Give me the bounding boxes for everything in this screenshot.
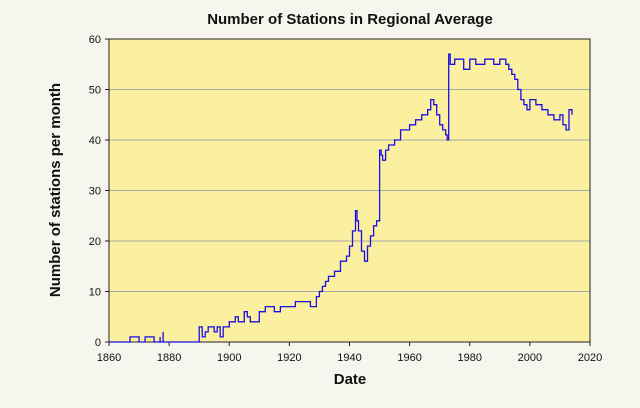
y-tick-label: 60 <box>89 34 101 46</box>
y-tick-label: 10 <box>89 287 101 299</box>
x-tick-label: 2020 <box>578 352 602 364</box>
y-tick-label: 40 <box>89 135 101 147</box>
x-tick-label: 1900 <box>217 352 241 364</box>
x-axis-label: Date <box>334 371 367 388</box>
y-axis-label: Number of stations per month <box>47 83 64 297</box>
y-tick-label: 0 <box>95 337 101 349</box>
x-tick-label: 1980 <box>458 352 482 364</box>
y-tick-label: 20 <box>89 236 101 248</box>
x-tick-label: 1920 <box>277 352 301 364</box>
chart-title: Number of Stations in Regional Average <box>207 11 493 28</box>
x-tick-label: 2000 <box>518 352 542 364</box>
plot-area: 0 10 20 30 40 50 60 1860 1880 1900 1920 1940 1960 198… <box>89 34 602 364</box>
x-tick-label: 1940 <box>337 352 361 364</box>
x-tick-label: 1960 <box>397 352 421 364</box>
series-line <box>109 53 573 343</box>
x-tick-label: 1860 <box>97 352 121 364</box>
y-tick-label: 30 <box>89 186 101 198</box>
x-tick-label: 1880 <box>157 352 181 364</box>
y-tick-label: 50 <box>89 85 101 97</box>
